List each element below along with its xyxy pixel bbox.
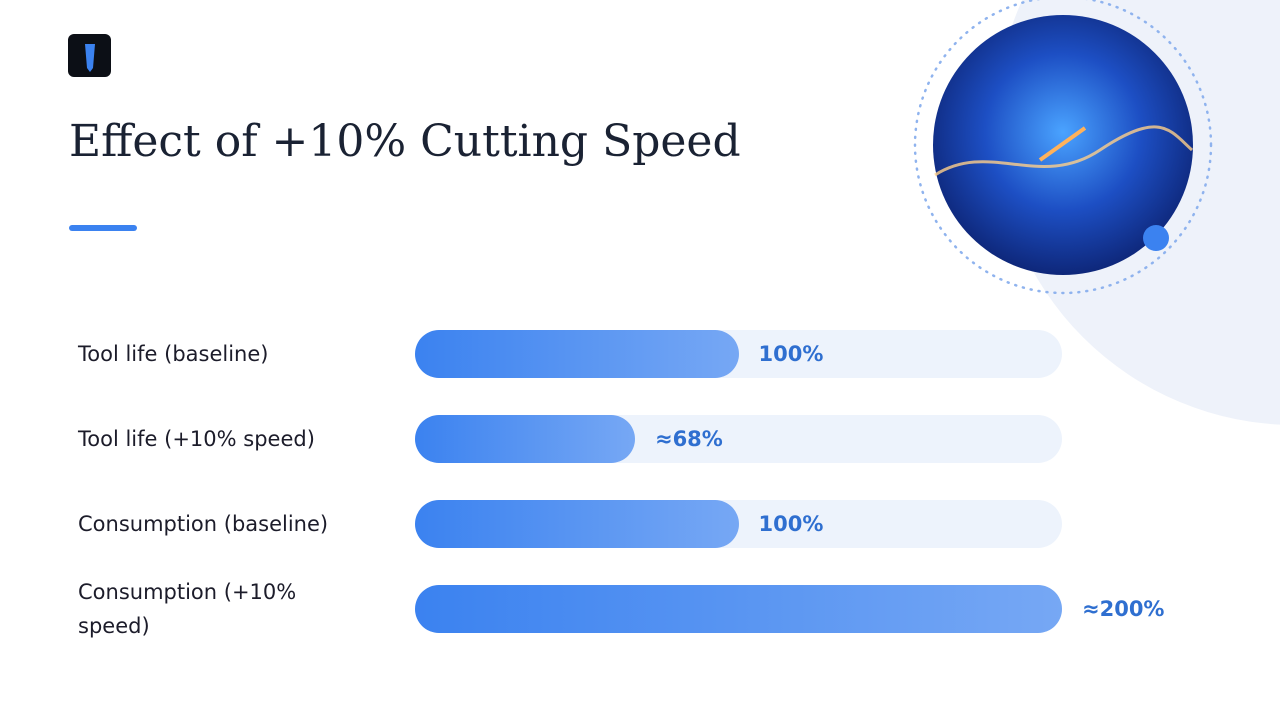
- value-label: ≈200%: [1082, 597, 1165, 621]
- value-label: 100%: [758, 512, 824, 536]
- slide-title: Effect of +10% Cutting Speed: [69, 116, 741, 167]
- category-label: Consumption (+10% speed): [78, 580, 297, 638]
- bar: [415, 500, 739, 548]
- value-label: 100%: [758, 342, 824, 366]
- image-streak: [934, 125, 1194, 177]
- logo-mark: [85, 44, 95, 72]
- category-label: Consumption (baseline): [78, 512, 329, 536]
- dotted-ring: [913, 0, 1213, 295]
- accent-line: [69, 225, 137, 231]
- accent-dot: [1143, 225, 1169, 251]
- bar: [415, 330, 739, 378]
- bar: [415, 415, 635, 463]
- category-label: Tool life (+10% speed): [78, 427, 315, 451]
- bar: [415, 585, 1062, 633]
- value-label: ≈68%: [654, 427, 723, 451]
- category-label: Tool life (baseline): [78, 342, 269, 366]
- image-arrow: [1038, 126, 1087, 162]
